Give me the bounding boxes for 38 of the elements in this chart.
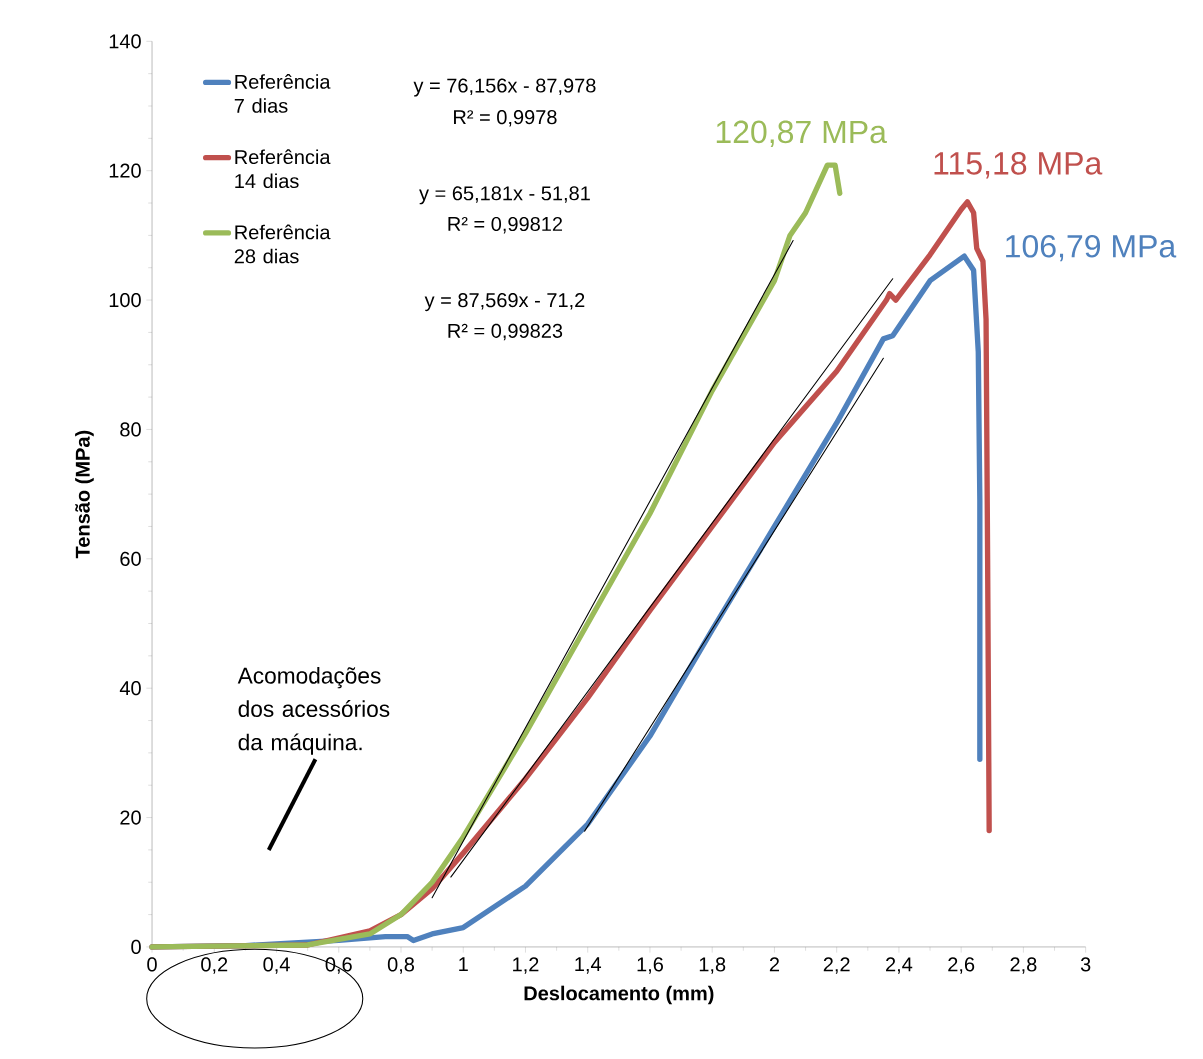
- annotation: R² = 0,99823: [448, 323, 563, 341]
- x-tick-label: 0,8: [387, 957, 415, 974]
- x-tick-label: 1,4: [575, 957, 602, 974]
- data-label: 106,79 MPa: [1006, 234, 1177, 262]
- x-tick-label: 1,6: [637, 957, 663, 974]
- y-tick-label: 140: [109, 34, 141, 49]
- x-tick-label: 0: [147, 957, 157, 972]
- x-tick-label: 2,6: [948, 957, 975, 974]
- y-tick-label: 80: [120, 422, 141, 437]
- data-label: 115,18 MPa: [934, 152, 1103, 179]
- x-tick-label: 1,8: [699, 957, 726, 974]
- annotation: y = 76,156x - 87,978: [413, 78, 596, 97]
- y-tick-label: 20: [120, 810, 141, 825]
- legend-label: Referência 7 dias: [234, 74, 331, 113]
- legend-label: Referência 28 dias: [234, 224, 331, 264]
- x-tick-label: 1,2: [513, 957, 539, 974]
- annotation: y = 65,181x - 51,81: [419, 186, 590, 205]
- x-tick-label: 2: [769, 957, 779, 972]
- x-tick-label: 2,2: [823, 957, 850, 974]
- y-tick-label: 60: [120, 551, 141, 566]
- annotation: y = 87,569x - 71,2: [424, 293, 585, 312]
- x-tick-label: 0,4: [263, 957, 290, 974]
- y-axis-title: Tensão (MPa): [75, 430, 94, 559]
- data-label: 120,87 MPa: [716, 120, 887, 148]
- annotation: R² = 0,99812: [448, 216, 563, 234]
- x-tick-label: 2,4: [886, 957, 913, 974]
- y-tick-label: 100: [109, 293, 141, 308]
- x-tick-label: 3: [1080, 957, 1091, 972]
- y-tick-label: 40: [119, 681, 141, 696]
- annotation: R² = 0,9978: [454, 110, 557, 127]
- legend-label: Referência 14 dias: [235, 149, 331, 189]
- annotation: Acomodações dos acessórios da máquina.: [237, 667, 390, 755]
- x-tick-label: 1: [459, 957, 468, 972]
- y-tick-label: 120: [109, 163, 141, 178]
- x-tick-label: 2,8: [1010, 957, 1037, 974]
- x-axis-title: Deslocamento (mm): [524, 985, 714, 1005]
- x-tick-label: 0,2: [201, 957, 228, 974]
- y-tick-label: 0: [131, 939, 141, 955]
